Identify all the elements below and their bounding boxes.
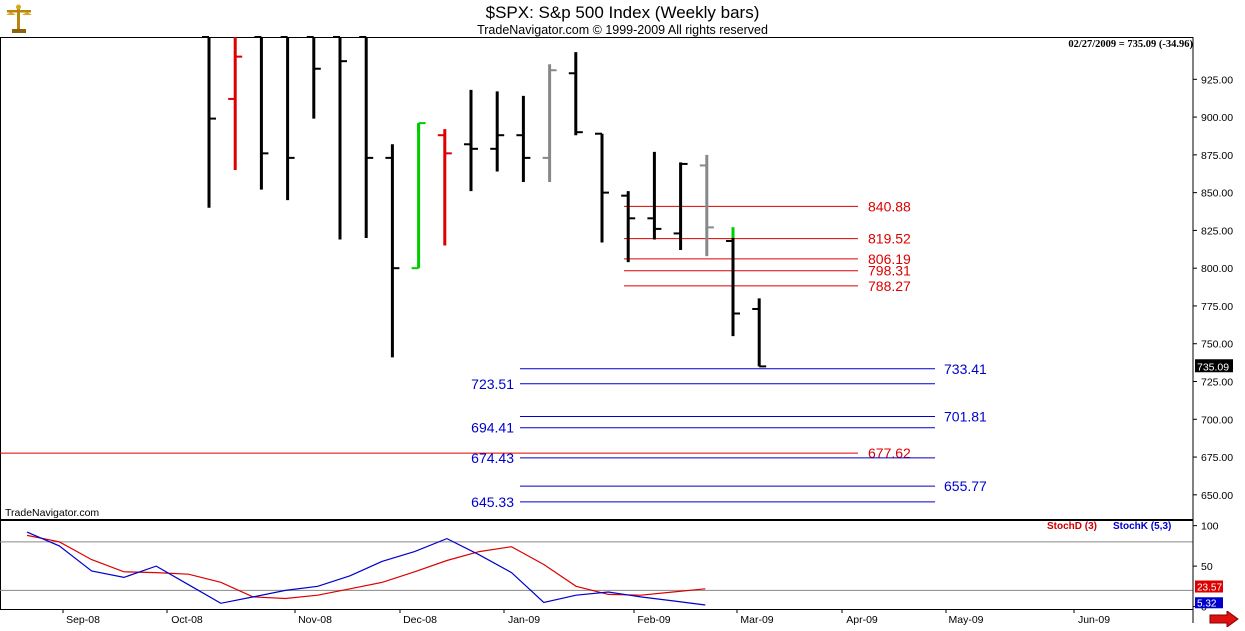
stochk-last-label: 5.32 [1197, 598, 1217, 609]
resistance-label: 819.52 [868, 231, 911, 247]
support-label: 733.41 [944, 361, 987, 377]
price-tick-label: 925.00 [1201, 74, 1233, 86]
resistance-label: 806.19 [868, 251, 911, 267]
last-price-box [1195, 359, 1233, 373]
stochastic-axis: 10050023.575.32 [1193, 521, 1223, 614]
price-panel-border [0, 37, 1194, 520]
date-axis: Sep-08 Oct-08 Nov-08 Dec-08 Jan-09 Feb-09 Mar-… [62, 609, 1110, 626]
stochd-last-label: 23.57 [1197, 583, 1222, 594]
stochd-last-box [1195, 580, 1223, 593]
chart-copyright: TradeNavigator.com © 1999-2009 All right… [477, 23, 768, 37]
price-tick-label: 700.00 [1201, 414, 1233, 426]
support-label: 645.33 [471, 494, 514, 510]
date-tick-label: Sep-08 [66, 614, 100, 626]
resistance-label: 788.27 [868, 278, 911, 294]
last-price-label: 735.09 [1197, 361, 1229, 373]
date-tick-label: Nov-08 [298, 614, 332, 626]
support-label: 723.51 [471, 376, 514, 392]
price-tick-label: 850.00 [1201, 188, 1233, 200]
support-label: 694.41 [471, 420, 514, 436]
resistance-label: 798.31 [868, 263, 911, 279]
price-tick-label: 650.00 [1201, 490, 1233, 502]
stoch-tick-label: 50 [1201, 561, 1213, 573]
date-tick-label: Dec-08 [403, 614, 437, 626]
resistance-label: 840.88 [868, 198, 911, 214]
date-tick-label: Mar-09 [740, 614, 773, 626]
support-label: 701.81 [944, 409, 987, 425]
red-right-arrow-icon[interactable] [1209, 611, 1239, 627]
price-tick-label: 775.00 [1201, 301, 1233, 313]
legend-stochd: StochD (3) [1047, 521, 1097, 532]
date-tick-label: Apr-09 [846, 614, 878, 626]
price-tick-label: 750.00 [1201, 339, 1233, 351]
stochk-last-box [1195, 597, 1223, 609]
price-tick-label: 825.00 [1201, 225, 1233, 237]
stoch-tick-label: 100 [1201, 521, 1219, 533]
date-tick-label: Jun-09 [1078, 614, 1110, 626]
resistance-label: 677.62 [868, 445, 911, 461]
legend-stochk: StochK (5,3) [1113, 521, 1172, 532]
support-label: 655.77 [944, 478, 987, 494]
date-tick-label: Feb-09 [637, 614, 670, 626]
stochastic-panel [0, 520, 1194, 610]
date-tick-label: Jan-09 [508, 614, 540, 626]
chart-title: $SPX: S&p 500 Index (Weekly bars) [485, 3, 760, 22]
price-tick-label: 675.00 [1201, 452, 1233, 464]
price-tick-label: 875.00 [1201, 150, 1233, 162]
price-tick-label: 900.00 [1201, 112, 1233, 124]
price-tick-label: 725.00 [1201, 377, 1233, 389]
price-tick-label: 800.00 [1201, 263, 1233, 275]
stoch-panel-border [0, 520, 1194, 610]
brass-scale-icon [6, 4, 32, 33]
support-label: 674.43 [471, 450, 514, 466]
date-tick-label: May-09 [948, 614, 983, 626]
date-tick-label: Oct-08 [171, 614, 203, 626]
stoch-line-k [26, 531, 706, 606]
price-axis: 925.00 900.00 875.00 850.00 825.00 800.00 775.… [1192, 37, 1233, 623]
last-price-stamp: 02/27/2009 = 735.09 (-34.96) [1068, 39, 1193, 50]
stoch-line-d [26, 534, 706, 600]
watermark: TradeNavigator.com [5, 507, 100, 519]
